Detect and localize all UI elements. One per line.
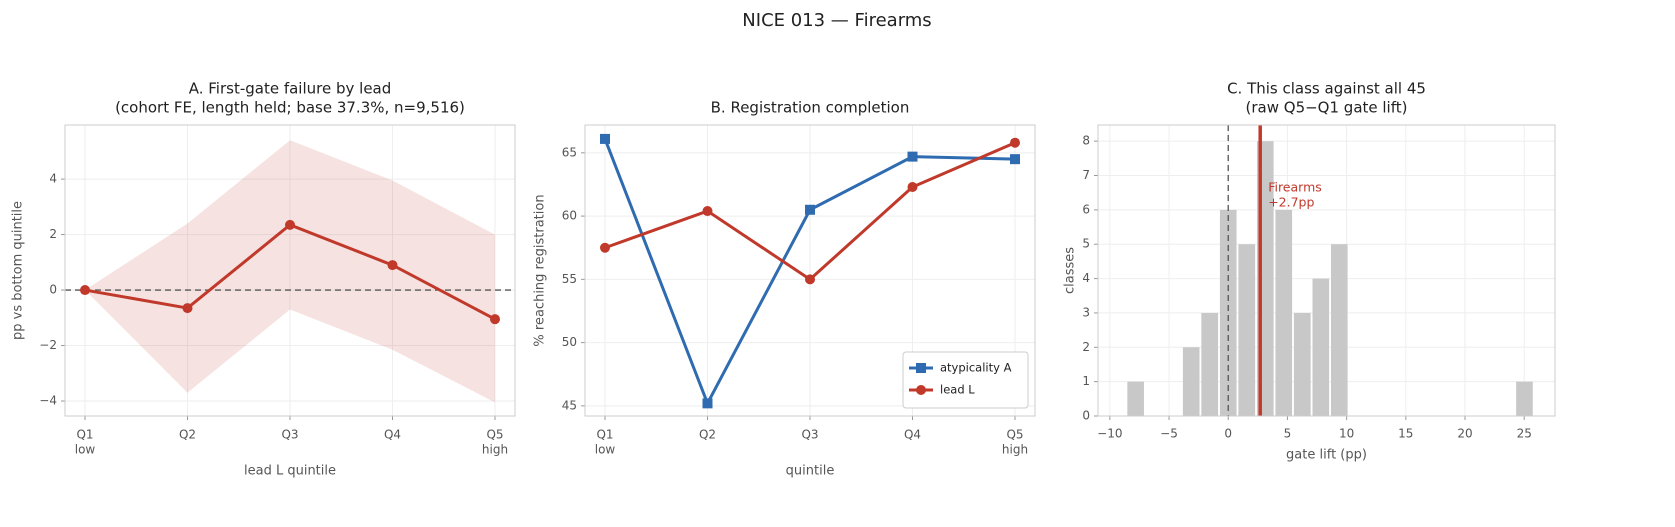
- point-marker: [182, 303, 193, 314]
- y-tick-label: 2: [49, 227, 57, 241]
- y-tick-label: 4: [49, 172, 57, 186]
- legend-label: atypicality A: [940, 361, 1012, 375]
- highlight-label: +2.7pp: [1268, 195, 1314, 210]
- legend-box: [902, 351, 1029, 409]
- y-tick-label: 8: [1082, 134, 1090, 148]
- x-tick-label: Q4: [384, 428, 401, 442]
- histogram-bar: [1238, 244, 1256, 416]
- point-marker: [805, 204, 815, 215]
- y-tick-label: −4: [39, 394, 57, 408]
- y-tick-label: −2: [39, 338, 57, 352]
- histogram-bar: [1201, 312, 1219, 416]
- x-axis-label: quintile: [786, 464, 835, 479]
- legend-marker: [916, 363, 926, 373]
- x-tick-label: 15: [1398, 427, 1413, 441]
- y-tick-label: 0: [1082, 409, 1090, 423]
- plot-frame: [64, 124, 516, 417]
- x-tick-sublabel: low: [595, 443, 616, 457]
- point-marker: [907, 151, 918, 162]
- y-tick-label: 0: [49, 283, 57, 297]
- x-axis-label: lead L quintile: [244, 464, 336, 479]
- x-tick-label: 5: [1284, 427, 1292, 441]
- panel-title: A. First-gate failure by lead: [189, 80, 392, 98]
- plot-frame: [584, 124, 1036, 417]
- histogram-bar: [1219, 209, 1237, 416]
- x-tick-label: Q5: [486, 428, 503, 442]
- point-marker: [285, 219, 295, 230]
- point-marker: [1010, 154, 1020, 165]
- x-tick-label: 25: [1517, 427, 1532, 441]
- point-marker: [702, 206, 713, 217]
- legend-label: lead L: [940, 383, 975, 397]
- y-tick-label: 55: [562, 272, 577, 286]
- y-tick-label: 4: [1082, 271, 1090, 285]
- highlight-label: Firearms: [1268, 180, 1322, 195]
- x-tick-label: Q4: [904, 428, 921, 442]
- histogram-bar: [1275, 209, 1293, 416]
- histogram-bar: [1127, 381, 1144, 416]
- point-marker: [600, 133, 610, 144]
- point-marker: [387, 260, 398, 271]
- x-axis-label: gate lift (pp): [1286, 448, 1367, 463]
- panel: C. This class against all 45(raw Q5−Q1 g…: [1063, 80, 1556, 463]
- x-tick-label: 20: [1457, 427, 1472, 441]
- point-marker: [80, 285, 90, 296]
- y-axis-label: classes: [1063, 247, 1078, 294]
- confidence-band: [85, 140, 495, 403]
- x-tick-sublabel: high: [1002, 443, 1028, 457]
- y-tick-label: 3: [1082, 305, 1090, 319]
- x-tick-label: Q3: [801, 428, 818, 442]
- point-marker: [702, 398, 713, 409]
- panel-subtitle: (raw Q5−Q1 gate lift): [1246, 99, 1408, 117]
- y-tick-label: 1: [1082, 374, 1090, 388]
- x-tick-label: Q3: [281, 428, 298, 442]
- x-tick-label: −5: [1160, 427, 1178, 441]
- point-marker: [805, 274, 815, 285]
- panel-title: B. Registration completion: [711, 99, 910, 117]
- x-tick-label: Q5: [1006, 428, 1023, 442]
- histogram-bar: [1182, 347, 1200, 416]
- histogram-bar: [1516, 381, 1533, 416]
- figure-title: NICE 013 — Firearms: [742, 10, 931, 31]
- y-axis-label: pp vs bottom quintile: [11, 201, 26, 340]
- x-tick-label: Q1: [596, 428, 613, 442]
- y-tick-label: 65: [562, 145, 577, 159]
- x-tick-label: Q2: [699, 428, 716, 442]
- y-tick-label: 6: [1082, 202, 1090, 216]
- x-tick-sublabel: low: [75, 443, 96, 457]
- y-tick-label: 5: [1082, 237, 1090, 251]
- y-tick-label: 7: [1082, 168, 1090, 182]
- y-axis-label: % reaching registration: [533, 194, 548, 346]
- x-tick-sublabel: high: [482, 443, 508, 457]
- plot-frame: [1097, 124, 1556, 417]
- x-tick-label: −10: [1097, 427, 1122, 441]
- x-tick-label: 0: [1224, 427, 1232, 441]
- histogram-bar: [1330, 244, 1348, 416]
- point-marker: [600, 242, 610, 253]
- panel-subtitle: (cohort FE, length held; base 37.3%, n=9…: [115, 99, 465, 117]
- point-marker: [490, 314, 500, 325]
- x-tick-label: Q2: [179, 428, 196, 442]
- y-tick-label: 50: [562, 335, 577, 349]
- panel: B. Registration completion 45 50 55 60 65 Q1lo…: [533, 99, 1036, 479]
- point-marker: [907, 181, 918, 192]
- panel: A. First-gate failure by lead(cohort FE,…: [11, 80, 516, 479]
- histogram-bar: [1312, 278, 1330, 416]
- panel-title: C. This class against all 45: [1227, 80, 1426, 98]
- y-tick-label: 2: [1082, 340, 1090, 354]
- x-tick-label: 10: [1339, 427, 1354, 441]
- y-tick-label: 45: [562, 398, 577, 412]
- histogram-bar: [1293, 312, 1311, 416]
- y-tick-label: 60: [562, 209, 577, 223]
- x-tick-label: Q1: [76, 428, 93, 442]
- point-marker: [1010, 137, 1020, 148]
- legend-marker: [916, 385, 926, 395]
